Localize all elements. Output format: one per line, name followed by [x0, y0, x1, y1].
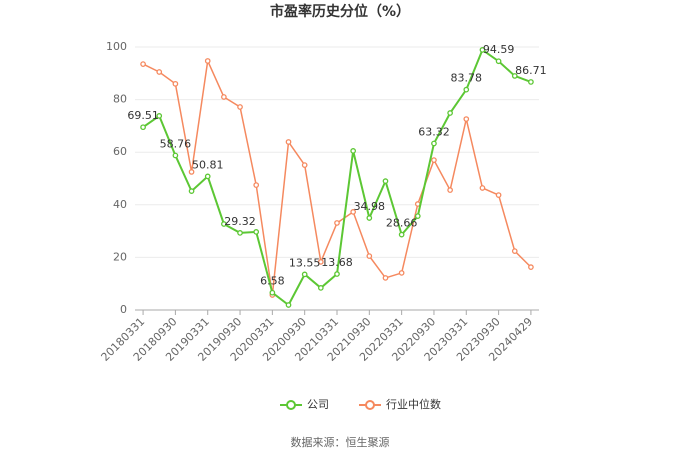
data-point: [140, 124, 146, 131]
legend-swatch: [286, 400, 296, 410]
data-label: 58.76: [160, 137, 192, 150]
y-tick-label: 0: [120, 303, 127, 316]
data-point: [317, 259, 324, 265]
data-point: [156, 69, 163, 75]
y-tick-label: 60: [113, 145, 127, 158]
data-point: [188, 188, 195, 194]
data-point: [414, 213, 421, 219]
data-point: [204, 58, 211, 64]
y-tick-label: 80: [113, 93, 127, 106]
data-point: [317, 285, 324, 291]
data-label: 50.81: [192, 158, 224, 171]
data-label: 13.68: [321, 256, 353, 269]
data-point: [140, 61, 146, 67]
data-point: [366, 253, 373, 259]
data-point: [237, 230, 243, 236]
data-point: [350, 148, 357, 154]
data-point: [253, 182, 260, 188]
data-point: [382, 275, 389, 281]
data-label: 69.51: [127, 109, 159, 122]
data-point: [447, 110, 453, 116]
data-point: [528, 264, 534, 270]
data-label: 13.55: [289, 256, 321, 269]
data-point: [221, 94, 227, 100]
data-point: [301, 271, 308, 278]
source-note: 数据来源：恒生聚源: [291, 435, 390, 449]
data-point: [334, 271, 340, 277]
y-tick-label: 40: [113, 198, 127, 211]
data-point: [350, 209, 357, 215]
data-point: [447, 187, 453, 193]
data-point: [253, 229, 260, 235]
data-point: [172, 80, 179, 87]
y-tick-label: 100: [106, 40, 127, 53]
legend-label: 行业中位数: [386, 397, 441, 411]
data-point: [334, 220, 340, 226]
data-point: [431, 140, 437, 147]
data-point: [495, 58, 502, 65]
data-label: 29.32: [224, 215, 256, 228]
data-point: [479, 185, 486, 191]
data-point: [382, 178, 389, 184]
data-point: [398, 270, 405, 276]
data-label: 94.59: [483, 43, 515, 56]
data-label: 63.32: [418, 125, 450, 138]
data-point: [463, 116, 470, 122]
data-point: [479, 47, 486, 53]
legend-swatch: [365, 400, 375, 410]
data-point: [269, 289, 276, 296]
chart-title: 市盈率历史分位（%）: [270, 3, 410, 20]
data-point: [398, 231, 405, 238]
data-point: [285, 139, 292, 145]
data-point: [495, 192, 502, 198]
data-point: [237, 104, 243, 110]
data-point: [511, 73, 518, 79]
data-point: [188, 169, 195, 175]
data-label: 6.58: [260, 275, 285, 288]
data-point: [221, 221, 227, 227]
data-point: [172, 152, 179, 159]
data-point: [366, 215, 373, 221]
data-point: [156, 113, 163, 119]
data-label: 34.98: [354, 200, 386, 213]
data-point: [285, 302, 292, 308]
data-label: 83.78: [451, 72, 483, 85]
legend-label: 公司: [307, 398, 329, 411]
legend-item: 行业中位数: [359, 397, 441, 411]
data-point: [301, 162, 308, 168]
data-point: [463, 86, 470, 93]
legend-item: 公司: [280, 398, 329, 411]
data-point: [528, 79, 534, 85]
y-tick-label: 20: [113, 250, 127, 263]
data-label: 28.66: [386, 217, 418, 230]
data-point: [204, 173, 211, 180]
data-label: 86.71: [515, 64, 547, 77]
data-point: [431, 157, 437, 163]
data-point: [511, 248, 518, 254]
